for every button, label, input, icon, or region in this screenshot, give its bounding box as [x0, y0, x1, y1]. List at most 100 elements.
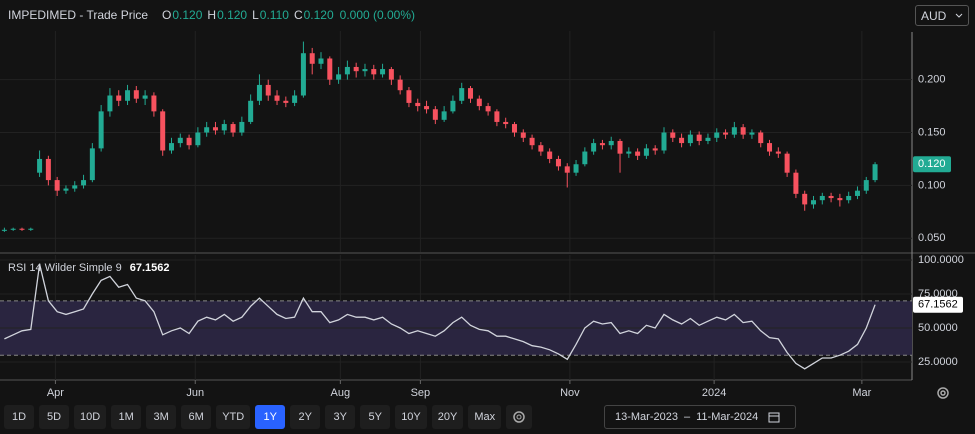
- candle-body: [204, 127, 210, 133]
- candle-body: [775, 151, 781, 154]
- candle-body: [696, 134, 702, 141]
- candle-body: [309, 53, 315, 64]
- last-price-tag: [913, 156, 951, 173]
- calendar-icon: [768, 412, 780, 423]
- candle-body: [687, 134, 693, 144]
- date-range[interactable]: 13-Mar-2023 – 11-Mar-2024: [604, 405, 796, 429]
- candle-body: [116, 95, 122, 101]
- range-button[interactable]: 20Y: [431, 405, 464, 429]
- range-button[interactable]: YTD: [216, 405, 251, 429]
- candle-body: [749, 132, 755, 135]
- candle-body: [582, 151, 588, 165]
- candle-body: [98, 111, 104, 149]
- candle-body: [652, 148, 658, 151]
- candle-body: [415, 102, 421, 107]
- candle-body: [617, 140, 623, 154]
- candle-body: [371, 69, 377, 75]
- currency-dropdown[interactable]: AUD: [915, 5, 969, 26]
- last-price-label: 0.120: [918, 158, 946, 170]
- candle-body: [828, 195, 834, 199]
- x-tick-label: Nov: [560, 387, 580, 399]
- candle-body: [485, 106, 491, 112]
- candle-body: [72, 185, 78, 189]
- candle-body: [573, 164, 579, 173]
- settings-button[interactable]: [506, 405, 533, 429]
- gear-icon: [513, 411, 525, 423]
- x-tick-label: Mar: [852, 387, 871, 399]
- candle-body: [459, 88, 465, 101]
- range-button[interactable]: 2Y: [290, 405, 321, 429]
- candle-body: [670, 132, 676, 138]
- candle-body: [661, 132, 667, 151]
- candle-body: [740, 127, 746, 135]
- ohlc-key: L: [252, 8, 259, 22]
- range-button[interactable]: 1D: [4, 405, 34, 429]
- candle-body: [151, 95, 157, 112]
- range-button[interactable]: 1Y: [255, 405, 286, 429]
- date-separator: –: [683, 411, 691, 423]
- candle-body: [811, 200, 817, 205]
- candle-body: [723, 132, 729, 135]
- ohlc-key: H: [207, 8, 217, 22]
- range-toolbar: 1D 5D 10D 1M 3M 6M YTD 1Y 2Y 3Y 5Y 10Y 20Y Max: [4, 405, 533, 429]
- candle-body: [239, 121, 245, 133]
- range-button[interactable]: 10Y: [395, 405, 427, 429]
- candle-body: [819, 195, 825, 201]
- x-tick-label: 2024: [702, 387, 726, 399]
- candle-body: [705, 137, 711, 141]
- candle-body: [380, 69, 386, 75]
- legend: IMPEDIMED - Trade Price O0.120 H0.120 L0.1…: [8, 8, 415, 22]
- candle-body: [28, 228, 34, 230]
- y-tick-label: 50.0000: [918, 322, 958, 334]
- candle-body: [555, 158, 561, 167]
- candle-body: [643, 148, 649, 156]
- range-button[interactable]: 5D: [39, 405, 69, 429]
- symbol-title: IMPEDIMED - Trade Price: [8, 8, 149, 22]
- ohlc-item: L0.110: [252, 8, 289, 22]
- candle-body: [107, 95, 113, 112]
- candle-body: [142, 95, 148, 99]
- candle-body: [846, 195, 852, 201]
- range-button[interactable]: Max: [468, 405, 502, 429]
- candle-body: [679, 137, 685, 144]
- candle-body: [802, 193, 808, 205]
- range-button[interactable]: 5Y: [360, 405, 391, 429]
- candle-body: [133, 90, 139, 99]
- range-button[interactable]: 10D: [74, 405, 107, 429]
- rsi-title: RSI 14 Wilder Simple 9: [8, 262, 122, 274]
- settings-icon[interactable]: [937, 387, 949, 399]
- y-tick-label: 0.200: [918, 74, 946, 86]
- rsi-value-tag: [913, 296, 963, 313]
- x-tick-label: Aug: [331, 387, 351, 399]
- candle-body: [635, 151, 641, 156]
- range-button[interactable]: 6M: [181, 405, 212, 429]
- ohlc-value: 0.120: [303, 8, 334, 22]
- candle-body: [397, 79, 403, 91]
- x-tick-label: Apr: [47, 387, 64, 399]
- ohlc-value: 0.120: [217, 8, 248, 22]
- candle-body: [125, 90, 131, 101]
- candle-body: [221, 124, 227, 131]
- candle-body: [837, 198, 843, 201]
- candle-body: [406, 90, 412, 103]
- candle-body: [547, 151, 553, 159]
- candle-body: [327, 58, 333, 80]
- candle-body: [854, 190, 860, 196]
- range-button[interactable]: 3M: [146, 405, 177, 429]
- candle-body: [89, 148, 95, 181]
- candle-body: [564, 166, 570, 173]
- date-start: 13-Mar-2023: [615, 411, 678, 423]
- candle-body: [441, 111, 447, 120]
- date-end: 11-Mar-2024: [696, 411, 759, 423]
- candle-body: [292, 95, 298, 103]
- ohlc-key: C: [293, 8, 303, 22]
- candle-body: [714, 132, 720, 138]
- candle-body: [626, 151, 632, 154]
- candle-body: [362, 69, 368, 72]
- currency: AUD: [921, 8, 947, 23]
- candle-body: [283, 100, 289, 103]
- range-button[interactable]: 1M: [111, 405, 142, 429]
- candle-body: [538, 145, 544, 152]
- candle-body: [784, 153, 790, 173]
- range-button[interactable]: 3Y: [325, 405, 356, 429]
